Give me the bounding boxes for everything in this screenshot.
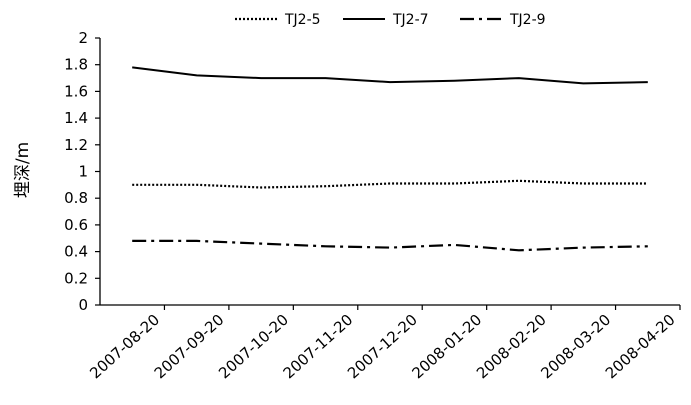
y-axis-ticks: 0 0.2 0.4 0.6 0.8 1 1.2 1.4 1.6 1.8 2 [64,29,100,314]
y-tick-label: 1.6 [64,82,88,100]
x-tick-label: 2007-09-20 [151,311,228,383]
y-tick-label: 1.8 [64,56,88,74]
y-tick-label: 0.6 [64,216,88,234]
y-tick-label: 2 [78,29,88,47]
x-tick-label: 2008-04-20 [602,311,679,383]
y-tick-label: 0.8 [64,189,88,207]
series-line-tj2-9 [132,239,648,252]
x-tick-label: 2007-12-20 [344,311,421,383]
y-tick-label: 0.2 [64,269,88,287]
x-tick-label: 2007-08-20 [86,311,163,383]
series-line-tj2-7 [132,66,648,85]
x-tick-label: 2008-01-20 [409,311,486,383]
x-tick-label: 2008-03-20 [537,311,614,383]
legend-label-tj2-9: TJ2-9 [509,12,546,28]
series-line-tj2-5 [132,179,648,189]
x-tick-label: 2007-11-20 [280,311,357,383]
x-tick-label: 2008-02-20 [473,311,550,383]
y-tick-label: 1.4 [64,109,88,127]
legend: TJ2-5 TJ2-7 TJ2-9 [235,12,546,28]
x-tick-label: 2007-10-20 [215,311,292,383]
legend-label-tj2-5: TJ2-5 [284,12,321,28]
y-tick-label: 1 [78,163,88,181]
y-tick-label: 0.4 [64,243,88,261]
y-axis-label: 埋深/m [13,142,33,198]
legend-label-tj2-7: TJ2-7 [392,12,429,28]
y-tick-label: 1.2 [64,136,88,154]
y-tick-label: 0 [78,296,88,314]
x-axis-ticks: 2007-08-202007-09-202007-10-202007-11-20… [86,305,681,383]
series-group [132,66,648,252]
